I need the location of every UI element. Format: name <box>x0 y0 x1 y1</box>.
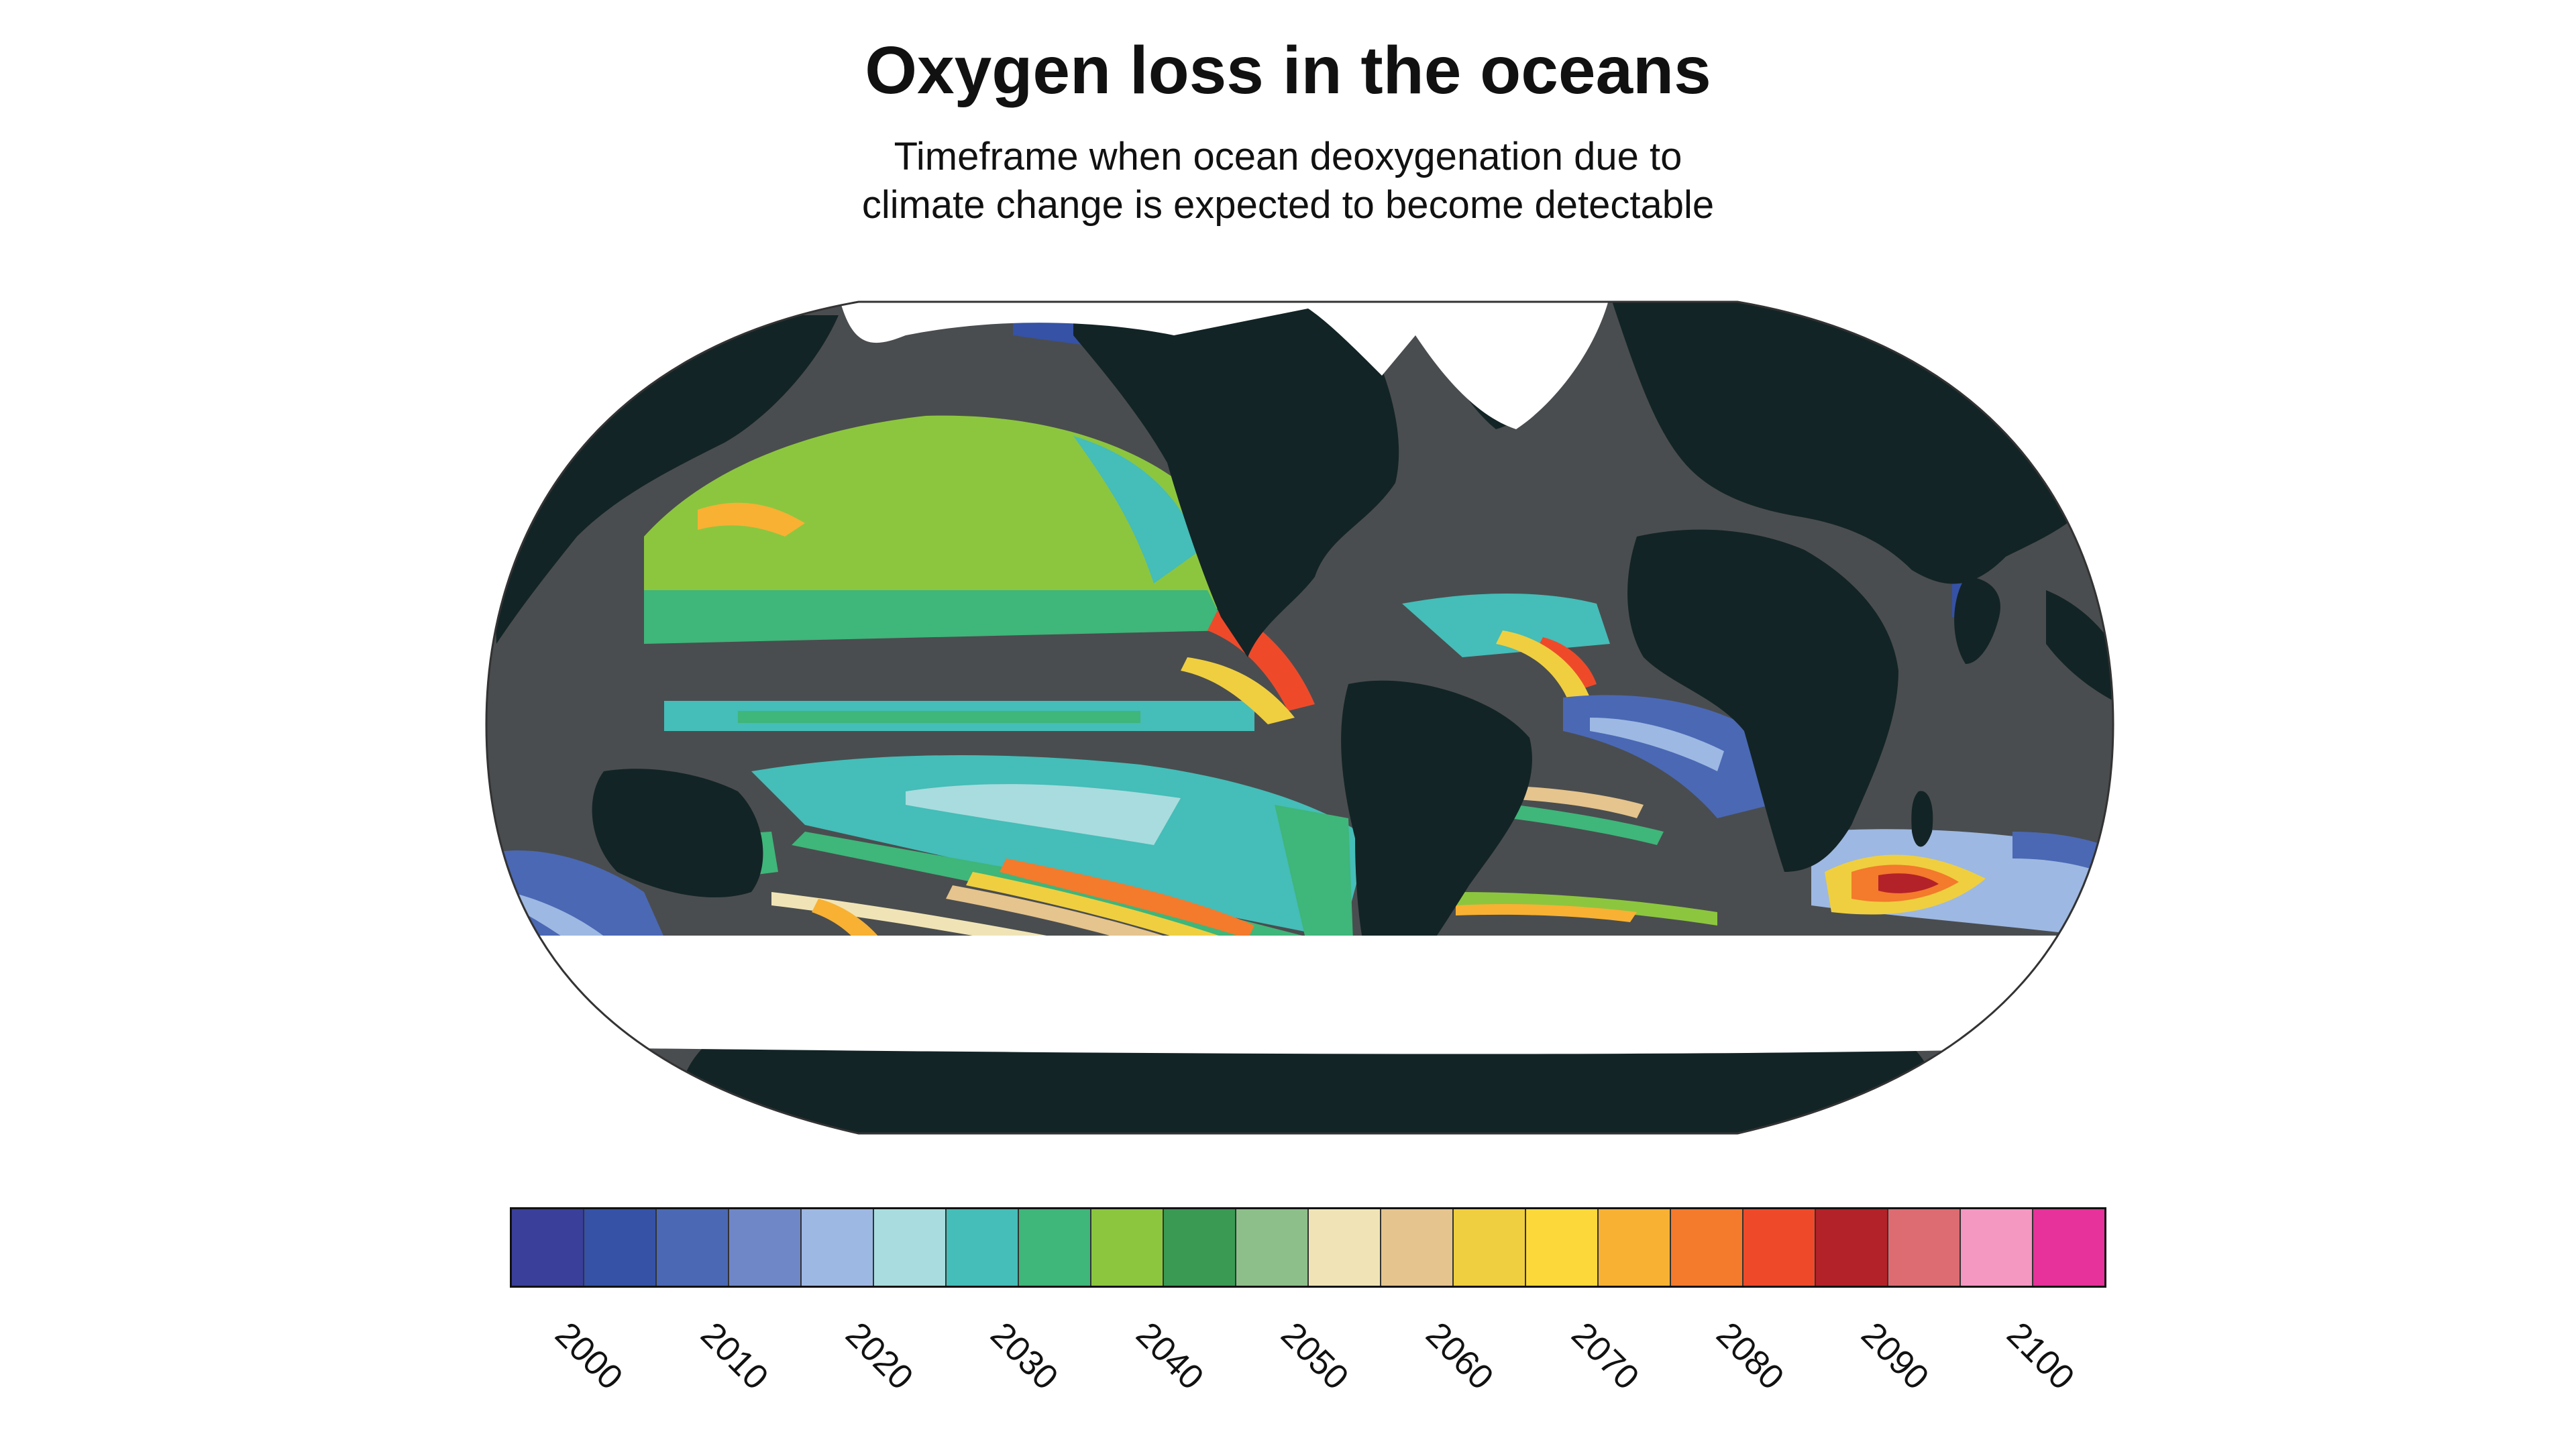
map-title: Oxygen loss in the oceans <box>865 33 1711 108</box>
colorbar-swatch <box>1599 1209 1671 1286</box>
colorbar-swatch <box>512 1209 584 1286</box>
colorbar-swatch <box>1019 1209 1091 1286</box>
caribbean-band <box>1402 594 1610 657</box>
colorbar-swatch <box>1454 1209 1526 1286</box>
equatorial-pacific-band-2 <box>738 711 1140 723</box>
equatorial-atlantic-light <box>1590 718 1724 771</box>
australia <box>592 769 763 898</box>
colorbar-tick-label: 2090 <box>1854 1315 1937 1398</box>
colorbar <box>510 1207 2106 1288</box>
colorbar-swatch <box>1888 1209 1961 1286</box>
southern-ocean-ice <box>486 936 2113 1054</box>
colorbar-tick-label: 2050 <box>1273 1315 1356 1398</box>
south-pacific-orange-band <box>1000 858 1254 939</box>
colorbar-swatch <box>1164 1209 1236 1286</box>
colorbar-tick-label: 2060 <box>1418 1315 1501 1398</box>
colorbar-swatch <box>947 1209 1019 1286</box>
colorbar-tick-label: 2000 <box>547 1315 631 1398</box>
map-subtitle-line-1: Timeframe when ocean deoxygenation due t… <box>894 135 1682 178</box>
colorbar-swatch <box>1743 1209 1816 1286</box>
south-america <box>1341 680 1532 1006</box>
colorbar-tick-label: 2100 <box>1999 1315 2082 1398</box>
colorbar-tick-label: 2080 <box>1709 1315 1792 1398</box>
north-pacific-band <box>644 590 1228 644</box>
south-atlantic-orange <box>1456 904 1637 922</box>
colorbar-swatch <box>1381 1209 1454 1286</box>
arctic-ice <box>839 302 1610 429</box>
map-outline <box>485 300 2114 1135</box>
kuroshio-band <box>698 502 805 537</box>
agulhas-core <box>1878 873 1939 893</box>
north-atlantic-yellow <box>1496 630 1590 704</box>
colorbar-swatch <box>874 1209 947 1286</box>
map-subtitle-line-2: climate change is expected to become det… <box>861 183 1715 227</box>
colorbar-tick-label: 2030 <box>983 1315 1066 1398</box>
world-ocean-map <box>485 300 2114 1135</box>
india <box>1954 577 2000 664</box>
colorbar-tick-label: 2070 <box>1563 1315 1646 1398</box>
colorbar-tick-label: 2020 <box>838 1315 921 1398</box>
north-pacific-region <box>644 415 1221 637</box>
north-america <box>1073 302 1399 657</box>
madagascar <box>1911 791 1933 847</box>
colorbar-swatch <box>1961 1209 2033 1286</box>
colorbar-swatch <box>1236 1209 1309 1286</box>
antarctica <box>679 1034 1937 1133</box>
colorbar-tick-label: 2040 <box>1128 1315 1211 1398</box>
colorbar-swatch <box>1091 1209 1164 1286</box>
colorbar-swatch <box>2033 1209 2104 1286</box>
colorbar-swatch <box>729 1209 802 1286</box>
colorbar-swatch <box>1816 1209 1888 1286</box>
south-pacific-tan-band <box>946 885 1248 979</box>
colorbar-swatch <box>584 1209 657 1286</box>
sea-ice <box>486 302 2113 1054</box>
colorbar-swatch <box>1671 1209 1743 1286</box>
colorbar-swatch <box>802 1209 874 1286</box>
colorbar-swatch <box>1309 1209 1381 1286</box>
north-pacific-east-band <box>1073 436 1201 583</box>
map-body <box>486 302 2113 1133</box>
colorbar-swatch <box>1526 1209 1599 1286</box>
colorbar-swatch <box>657 1209 729 1286</box>
africa <box>1627 529 1898 872</box>
colorbar-tick-label: 2010 <box>692 1315 775 1398</box>
southeast-asia <box>2046 590 2113 704</box>
south-pacific-light-region <box>906 784 1181 845</box>
eastern-tropical-pacific-yellow <box>1181 657 1295 724</box>
